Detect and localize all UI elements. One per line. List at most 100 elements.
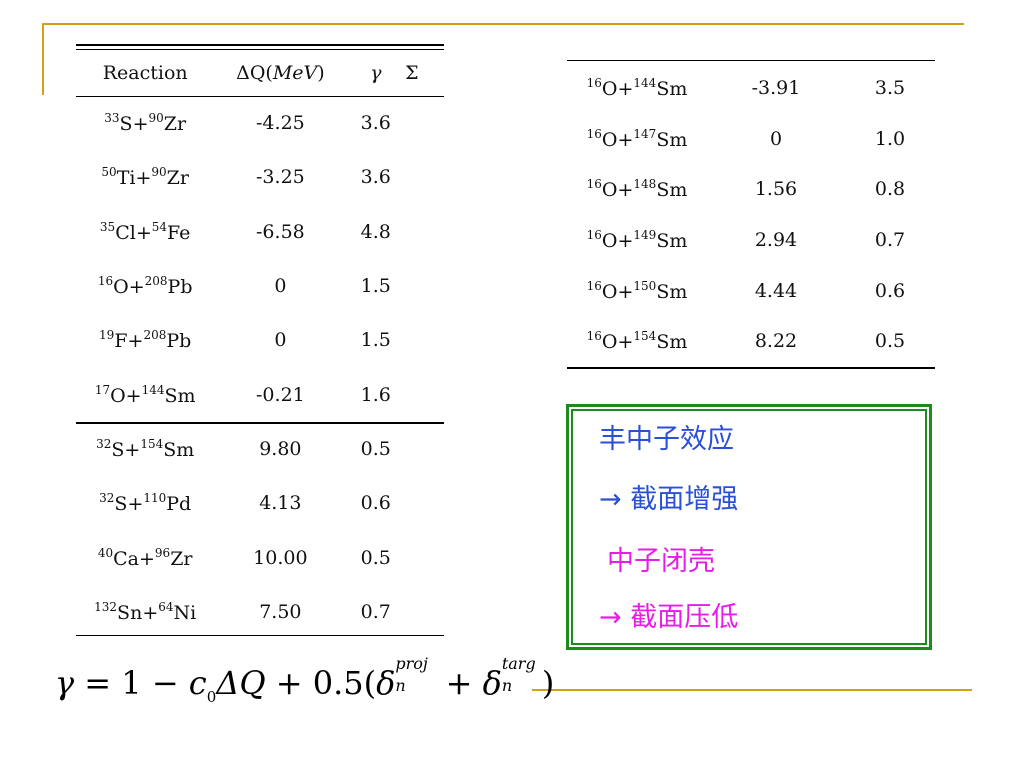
cell-gamma: 0.7	[360, 600, 391, 623]
target-element: Ni	[173, 601, 197, 624]
formula-gamma: γ	[55, 664, 75, 702]
projectile-element: O	[601, 78, 618, 101]
projectile-mass: 35	[99, 219, 116, 234]
target-element: Zr	[163, 113, 187, 136]
table-row: 16O+147Sm 0 1.0	[567, 114, 935, 165]
cell-reaction: 16O+208Pb	[76, 259, 214, 313]
cell-gamma: 1.5	[360, 329, 391, 352]
plus-sign: +	[127, 493, 144, 516]
cell-gamma: 0.5	[360, 437, 391, 460]
target-mass: 144	[633, 76, 657, 91]
target-element: Zr	[170, 547, 193, 570]
target-mass: 144	[141, 382, 165, 397]
projectile-mass: 17	[94, 382, 111, 397]
cell-dq: 1.56	[754, 178, 798, 201]
cell-cut-off	[405, 150, 444, 204]
cell-dq: 4.13	[259, 492, 302, 515]
target-mass: 90	[151, 165, 167, 180]
cell-reaction: 16O+144Sm	[567, 63, 707, 114]
formula-delta-targ: δ	[482, 664, 502, 702]
cell-dq: 8.22	[754, 330, 798, 353]
projectile-element: O	[601, 331, 618, 354]
gamma-formula: γ = 1 − c0ΔQ + 0.5(δ proj n + δ targ n)	[55, 654, 554, 706]
cell-dq: 0	[274, 275, 287, 298]
cell-reaction: 19F+208Pb	[76, 313, 214, 367]
projectile-element: Cl	[115, 221, 136, 244]
formula-dq: ΔQ	[216, 664, 266, 702]
cell-gamma: 3.6	[360, 166, 391, 189]
plus-sign: +	[128, 276, 145, 299]
table-row: 16O+208Pb 0 1.5	[76, 259, 444, 313]
formula-c-sub: 0	[206, 688, 217, 706]
left-table-grid: Reaction ΔQ(MeV) γ Σ 33S+90Zr -4.25 3.6 50T…	[76, 50, 444, 636]
projectile-mass: 19	[99, 328, 115, 343]
cell-reaction: 16O+147Sm	[567, 114, 707, 165]
plus-sign: +	[125, 384, 142, 407]
target-element: Sm	[164, 384, 196, 407]
cell-reaction: 33S+90Zr	[76, 96, 214, 150]
target-element: Pd	[166, 493, 192, 516]
cell-reaction: 32S+110Pd	[76, 476, 214, 530]
accent-rule-top	[42, 23, 964, 25]
formula-delta-proj: δ	[376, 664, 396, 702]
plus-sign: +	[124, 438, 141, 461]
projectile-mass: 40	[97, 545, 114, 560]
target-element: Sm	[656, 179, 688, 202]
table-row: 16O+144Sm -3.91 3.5	[567, 63, 935, 114]
projectile-mass: 132	[94, 599, 118, 614]
cell-gamma: 3.6	[360, 112, 391, 135]
cell-reaction: 32S+154Sm	[76, 422, 214, 476]
cell-gamma: 0.8	[874, 178, 906, 201]
formula-targ-sup: targ	[501, 654, 536, 673]
projectile-mass: 32	[96, 436, 112, 451]
target-element: Pb	[166, 330, 192, 353]
projectile-mass: 16	[586, 76, 602, 91]
cell-dq: 0	[274, 329, 287, 352]
note-enhanced: → 截面增强	[599, 484, 739, 515]
projectile-mass: 16	[586, 329, 602, 344]
cell-cut-off	[405, 259, 444, 313]
projectile-mass: 32	[99, 491, 115, 506]
target-element: Sm	[656, 78, 688, 101]
projectile-element: O	[601, 230, 618, 253]
accent-rule-left	[42, 23, 44, 95]
formula-targ-scripts: targ n	[501, 654, 542, 695]
target-mass: 110	[143, 491, 167, 506]
plus-sign: +	[139, 547, 155, 570]
projectile-element: O	[113, 276, 129, 299]
header-gamma: γ	[370, 62, 382, 84]
note-suppressed: → 截面压低	[599, 602, 739, 633]
projectile-element: Ti	[116, 167, 136, 190]
cell-reaction: 50Ti+90Zr	[76, 150, 214, 204]
table-row: 16O+150Sm 4.44 0.6	[567, 265, 935, 316]
cell-cut-off	[405, 205, 444, 259]
plus-sign: +	[617, 128, 634, 151]
cell-cut-off	[405, 313, 444, 367]
note-neutron-rich: 丰中子效应	[599, 424, 734, 455]
header-reaction: Reaction	[102, 62, 188, 84]
target-element: Sm	[656, 331, 688, 354]
target-mass: 96	[154, 545, 171, 560]
table-rule	[76, 635, 444, 636]
table-row: 40Ca+96Zr 10.00 0.5	[76, 530, 444, 584]
projectile-element: Sn	[117, 601, 143, 624]
cell-cut-off	[405, 422, 444, 476]
formula-mid: + 0.5(	[265, 664, 377, 702]
formula-targ-sub: n	[501, 676, 513, 695]
cell-cut-off	[405, 476, 444, 530]
table-row: 132Sn+64Ni 7.50 0.7	[76, 585, 444, 636]
plus-sign: +	[617, 230, 634, 253]
projectile-element: Ca	[113, 547, 139, 570]
target-element: Sm	[656, 128, 688, 151]
table-rule	[567, 60, 935, 61]
projectile-mass: 16	[586, 126, 602, 141]
table-row: 32S+154Sm 9.80 0.5	[76, 422, 444, 476]
note-box: 丰中子效应 → 截面增强 中子闭壳 → 截面压低	[566, 404, 932, 650]
cell-gamma: 0.5	[360, 546, 391, 569]
formula-proj-scripts: proj n	[395, 654, 435, 695]
projectile-mass: 16	[97, 274, 114, 289]
cell-reaction: 17O+144Sm	[76, 367, 214, 421]
cell-reaction: 16O+149Sm	[567, 215, 707, 266]
cell-gamma: 0.5	[874, 330, 906, 353]
target-mass: 64	[158, 599, 174, 614]
